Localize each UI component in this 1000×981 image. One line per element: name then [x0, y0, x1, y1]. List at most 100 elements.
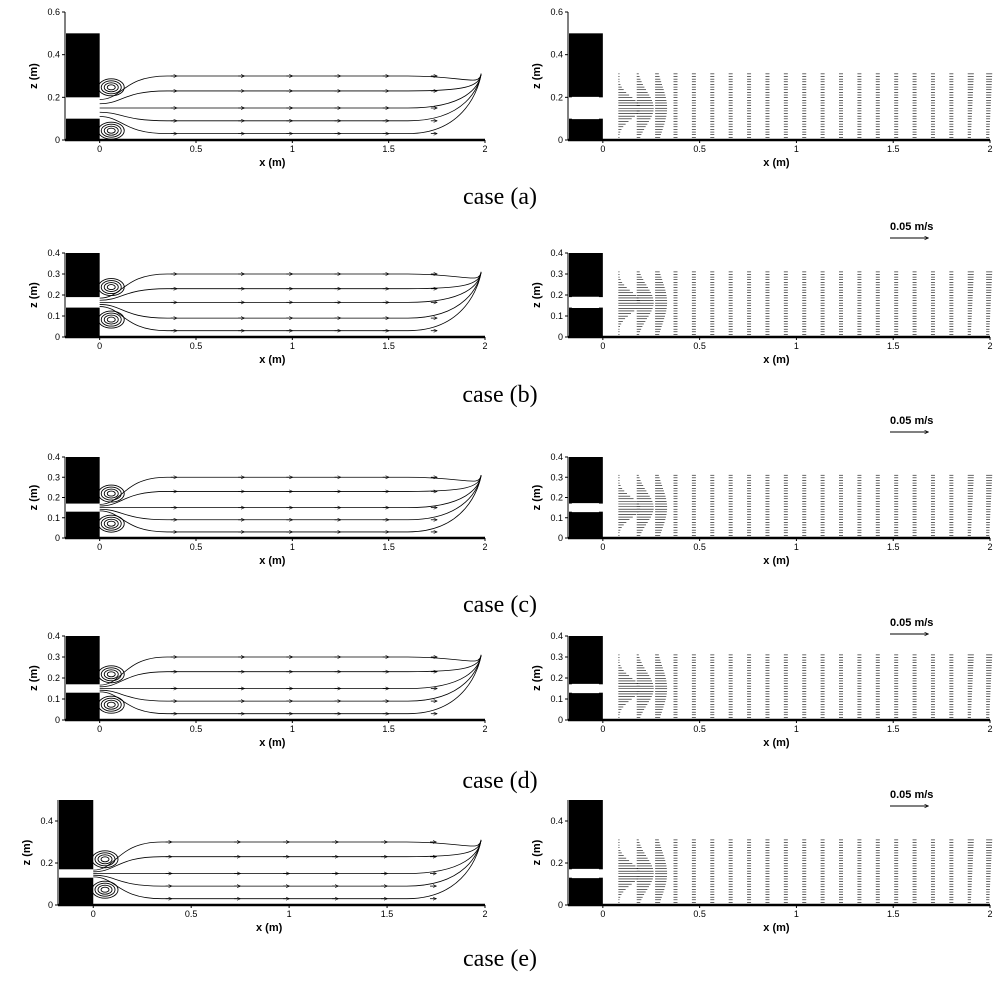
- case-d: 00.10.20.30.40 0.5 1 1.5 2x (m)z (m)00.10.20…: [28, 617, 993, 794]
- upper-block: [569, 33, 603, 98]
- lower-block: [569, 307, 603, 337]
- x-tick-label: 0: [97, 542, 102, 552]
- streamline: [99, 271, 482, 332]
- x-tick-label: 0.5: [190, 724, 203, 734]
- streamline: [99, 475, 482, 533]
- x-axis-label: x (m): [763, 555, 790, 567]
- x-axis-label: x (m): [763, 737, 790, 749]
- upper-block: [59, 800, 94, 870]
- z-tick-label: 0.4: [550, 631, 563, 641]
- x-axis-label: x (m): [763, 354, 790, 366]
- x-tick-label: 1: [794, 341, 799, 351]
- z-tick-label: 0: [48, 900, 53, 910]
- x-tick-label: 0: [97, 341, 102, 351]
- x-axis-label: x (m): [763, 922, 790, 934]
- x-tick-label: 1: [794, 909, 799, 919]
- x-tick-label: 1: [290, 724, 295, 734]
- z-axis-label: z (m): [531, 282, 543, 308]
- z-tick-label: 0.3: [550, 472, 563, 482]
- lower-block: [66, 692, 100, 720]
- upper-eddy: [97, 278, 125, 297]
- z-tick-label: 0.3: [47, 269, 60, 279]
- x-tick-label: 0.5: [190, 542, 203, 552]
- scale-label: 0.05 m/s: [890, 617, 933, 629]
- streamline: [99, 271, 482, 303]
- streamline: [93, 839, 482, 871]
- streamline: [99, 654, 482, 686]
- x-tick-label: 1: [290, 144, 295, 154]
- streamline-plot: 0 0.2 0.4 0 0.5 1 1.5 2 x (m) z (m): [21, 800, 488, 934]
- x-axis-label: x (m): [763, 157, 790, 169]
- lower-eddy: [100, 123, 122, 138]
- x-tick-label: 1.5: [887, 144, 900, 154]
- upper-eddy: [94, 852, 116, 867]
- streamline-plot: 0 0.2 0.4 0.6 0 0.5 1 1.5 2 x (m) z (m): [28, 7, 488, 169]
- case-e: 0 0.2 0.4 0 0.5 1 1.5 2 x (m) z (m) 0 0.2 0.4 0 0.5 1 1.…: [21, 789, 993, 972]
- streamline: [93, 839, 482, 887]
- upper-eddy: [106, 671, 116, 678]
- x-tick-label: 2: [987, 542, 992, 552]
- upper-block: [66, 253, 100, 298]
- lower-eddy: [97, 514, 125, 533]
- streamline: [99, 271, 482, 319]
- upper-eddy: [100, 667, 122, 682]
- upper-block: [569, 800, 603, 870]
- streamline: [93, 839, 482, 900]
- upper-block: [569, 457, 603, 504]
- upper-eddy: [106, 84, 116, 91]
- x-tick-label: 1.5: [382, 341, 395, 351]
- x-tick-label: 2: [482, 542, 487, 552]
- lower-eddy: [103, 699, 119, 710]
- lower-block: [569, 118, 603, 140]
- z-tick-label: 0.1: [47, 513, 60, 523]
- x-tick-label: 1: [290, 542, 295, 552]
- lower-eddy: [103, 314, 119, 325]
- z-axis-label: z (m): [28, 63, 40, 89]
- upper-eddy: [97, 665, 125, 684]
- lower-eddy: [97, 695, 125, 714]
- z-tick-label: 0.2: [550, 290, 563, 300]
- x-tick-label: 0.5: [190, 341, 203, 351]
- upper-eddy: [103, 488, 119, 499]
- x-tick-label: 0: [97, 144, 102, 154]
- streamline: [93, 839, 482, 874]
- case-c: 00.10.20.30.40 0.5 1 1.5 2x (m)z (m)00.10.20…: [28, 415, 993, 618]
- lower-block: [569, 511, 603, 538]
- case-caption: case (d): [462, 768, 537, 794]
- z-tick-label: 0: [55, 715, 60, 725]
- x-tick-label: 0.5: [185, 909, 198, 919]
- x-tick-label: 0.5: [693, 542, 706, 552]
- x-tick-label: 0: [97, 724, 102, 734]
- x-tick-label: 1.5: [382, 724, 395, 734]
- streamline: [93, 839, 482, 873]
- z-tick-label: 0.4: [47, 50, 60, 60]
- upper-eddy: [97, 854, 113, 865]
- x-tick-label: 0.5: [693, 724, 706, 734]
- x-tick-label: 2: [987, 724, 992, 734]
- z-tick-label: 0.1: [550, 311, 563, 321]
- streamline-plot: 0 0.1 0.2 0.3 0.4 0 0.5 1 1.5 2 x (m) z (m): [28, 248, 488, 366]
- x-axis-label: x (m): [259, 157, 286, 169]
- streamline: [99, 654, 482, 715]
- x-tick-label: 2: [987, 144, 992, 154]
- streamline: [99, 73, 482, 105]
- x-tick-label: 1: [794, 724, 799, 734]
- z-tick-label: 0.2: [40, 858, 53, 868]
- x-tick-label: 2: [482, 909, 487, 919]
- x-axis-label: x (m): [256, 922, 283, 934]
- lower-block: [569, 692, 603, 720]
- z-tick-label: 0.4: [47, 452, 60, 462]
- z-tick-label: 0.4: [550, 816, 563, 826]
- z-tick-label: 0.2: [550, 92, 563, 102]
- streamline: [99, 271, 482, 301]
- streamline: [99, 73, 482, 100]
- x-tick-label: 1: [287, 909, 292, 919]
- z-tick-label: 0.2: [47, 673, 60, 683]
- lower-eddy: [97, 121, 125, 140]
- x-axis-label: x (m): [259, 737, 286, 749]
- upper-eddy: [103, 282, 119, 293]
- z-tick-label: 0: [558, 900, 563, 910]
- z-tick-label: 0.2: [550, 493, 563, 503]
- z-tick-label: 0.4: [40, 816, 53, 826]
- z-axis-label: z (m): [531, 63, 543, 89]
